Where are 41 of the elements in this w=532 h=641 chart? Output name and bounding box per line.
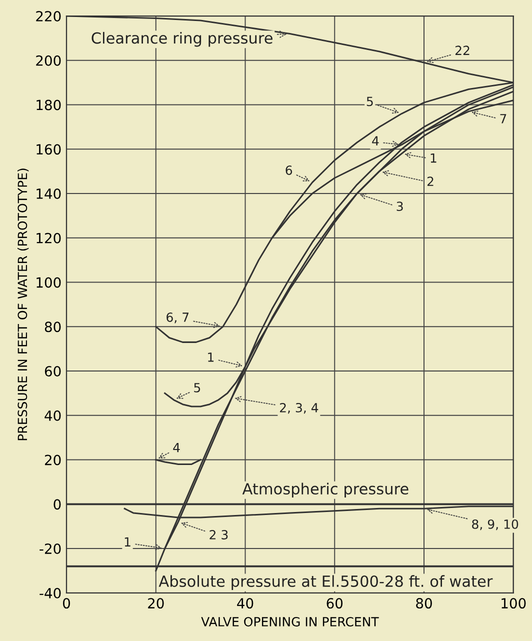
y-tick-label: 80 — [44, 322, 61, 332]
annotation: 22 — [455, 46, 470, 55]
annotation: 4 — [372, 136, 379, 146]
annotation: 2, 3, 4 — [280, 402, 318, 414]
y-tick-label: 0 — [54, 499, 61, 510]
annotation: 1 — [430, 153, 436, 163]
y-tick-label: 220 — [36, 10, 61, 22]
annotation: 1 — [208, 352, 214, 362]
annotation: 3 — [396, 202, 403, 212]
x-tick-label: 40 — [237, 598, 254, 609]
ref-line-label: Absolute pressure at El.5500-28 ft. of water — [158, 575, 493, 590]
y-tick-label: 100 — [36, 277, 61, 288]
annotation: 2 3 — [210, 530, 228, 540]
annotation: 7 — [500, 114, 506, 124]
y-tick-label: 60 — [44, 366, 61, 377]
annotation: 1 — [124, 537, 130, 546]
y-tick-label: -20 — [40, 544, 61, 554]
x-tick-label: 100 — [502, 598, 526, 609]
annotation: 5 — [366, 96, 373, 106]
y-tick-label: 160 — [36, 144, 61, 155]
y-tick-label: -40 — [40, 588, 61, 598]
y-tick-label: 200 — [36, 55, 61, 66]
annotation: 4 — [173, 443, 180, 452]
x-tick-label: 80 — [416, 598, 432, 609]
annotation: 6, 7 — [166, 312, 189, 324]
ref-line-label: Atmospheric pressure — [242, 482, 408, 498]
annotation: 5 — [194, 383, 200, 392]
y-tick-label: 140 — [36, 188, 61, 200]
annotation: Clearance ring pressure — [92, 32, 272, 47]
x-tick-label: 60 — [326, 598, 343, 609]
annotation: 6 — [286, 166, 292, 175]
y-tick-label: 40 — [44, 410, 61, 421]
y-axis-title: PRESSURE IN FEET OF WATER (PROTOTYPE) — [17, 168, 29, 440]
x-tick-label: 0 — [62, 598, 70, 609]
y-tick-label: 120 — [36, 232, 61, 244]
x-tick-label: 20 — [148, 598, 164, 609]
annotation: 2 — [427, 176, 434, 186]
annotation: 8, 9, 10 — [472, 519, 518, 530]
y-tick-label: 20 — [44, 454, 61, 466]
y-tick-label: 180 — [36, 100, 61, 110]
x-axis-title: VALVE OPENING IN PERCENT — [201, 617, 379, 626]
